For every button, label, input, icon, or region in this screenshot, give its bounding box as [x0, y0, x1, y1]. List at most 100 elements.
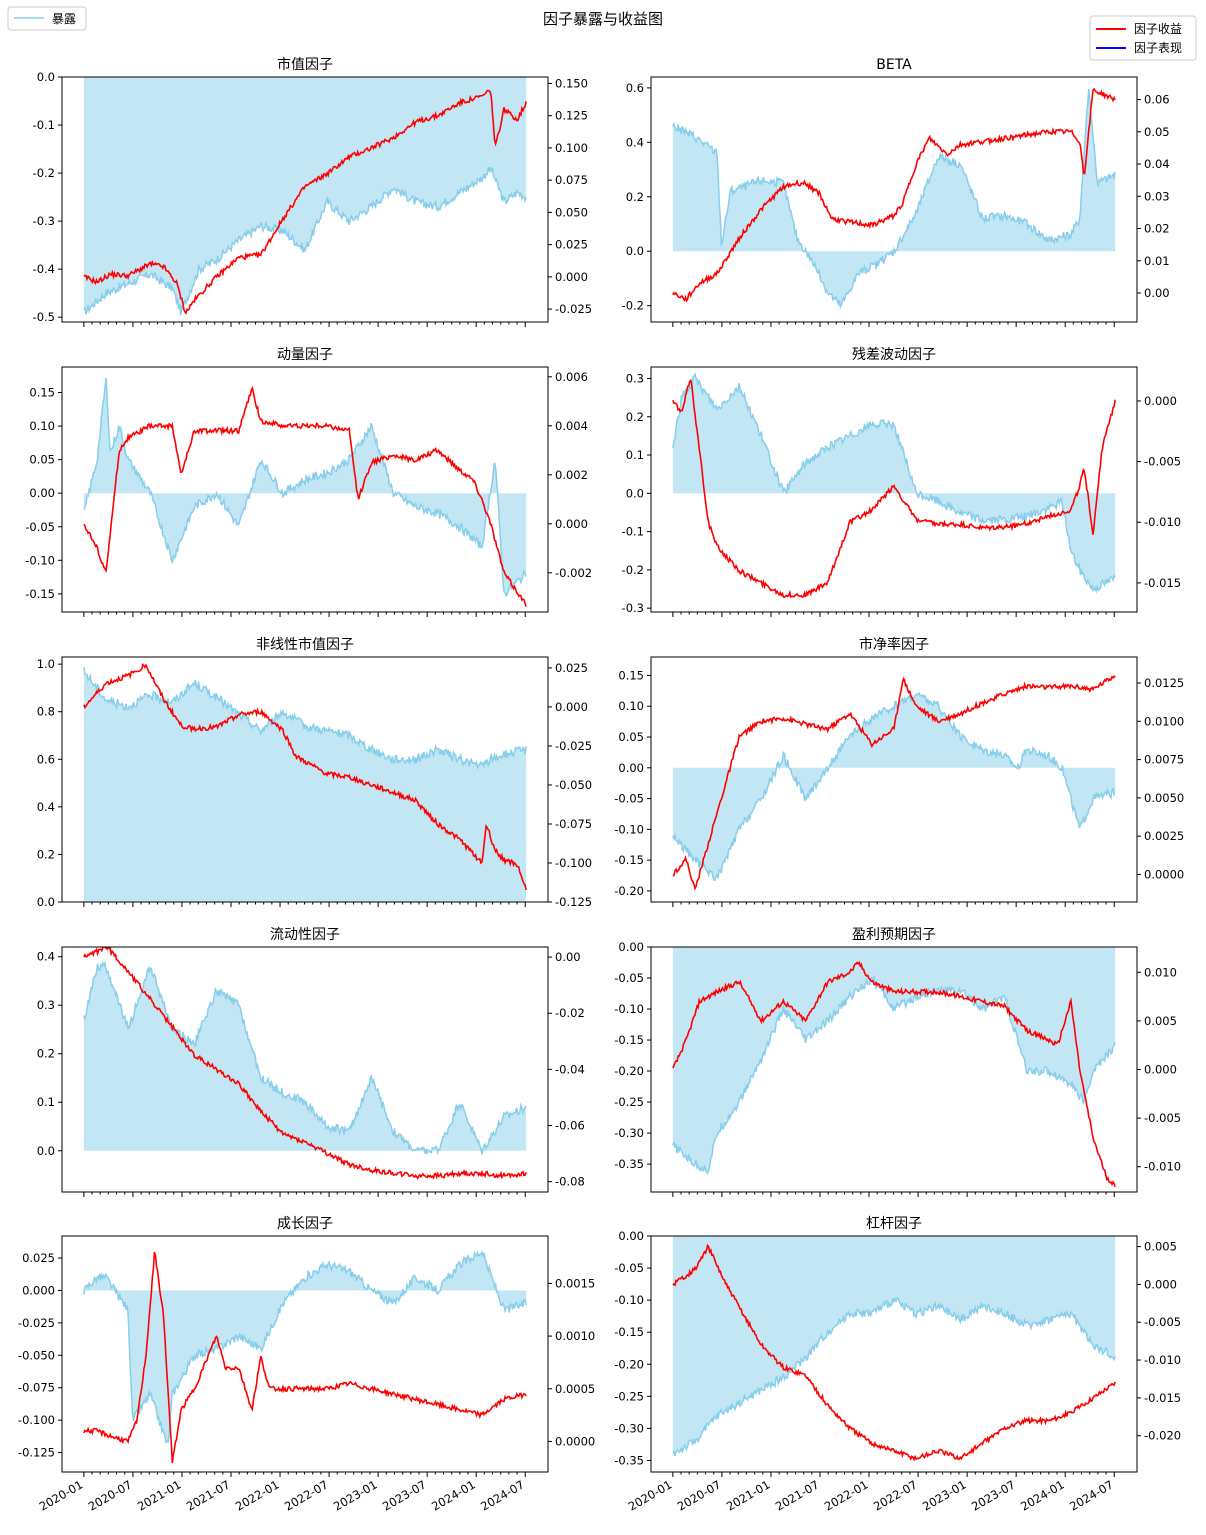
y-tick-label: -0.2	[622, 563, 644, 577]
y2-tick-label: 0.05	[1144, 125, 1170, 139]
y-tick-label: 0.15	[29, 386, 55, 400]
figure-title: 因子暴露与收益图	[543, 10, 663, 28]
y-tick-label: -0.20	[614, 1064, 644, 1078]
y-tick-label: 0.2	[37, 847, 55, 861]
subplot-title: 动量因子	[277, 347, 333, 363]
y-tick-label: -0.075	[18, 1381, 55, 1395]
y-tick-label: 0.000	[22, 1283, 55, 1297]
y2-tick-label: -0.005	[1144, 1111, 1181, 1125]
exposure-line	[672, 691, 1116, 881]
subplot-title: 流动性因子	[270, 927, 340, 943]
subplot-3: 动量因子 0.15 0.10 0.05 0.00 -0.05 -0.10 -0.15 0.006…	[25, 347, 592, 617]
y2-tick-label: 0.100	[555, 141, 588, 155]
y2-tick-label: 0.025	[555, 238, 588, 252]
exposure-line	[672, 974, 1116, 1175]
y-tick-label: -0.35	[614, 1157, 644, 1171]
exposure-line	[83, 377, 527, 598]
y-tick-label: -0.05	[614, 971, 644, 985]
y2-tick-label: -0.010	[1144, 515, 1181, 529]
y2-tick-label: 0.04	[1144, 157, 1170, 171]
y-tick-label: -0.3	[622, 601, 644, 615]
y-tick-label: -0.100	[18, 1413, 55, 1427]
y2-tick-label: 0.06	[1144, 93, 1170, 107]
factor-return-line	[672, 1243, 1116, 1462]
y-tick-label: 0.2	[626, 410, 644, 424]
y-tick-label: 0.4	[37, 800, 55, 814]
exposure-area	[83, 378, 527, 596]
subplot-title: BETA	[876, 57, 912, 73]
y2-tick-label: -0.050	[555, 778, 592, 792]
y-tick-label: -0.15	[614, 1033, 644, 1047]
y-tick-label: 0.025	[22, 1251, 55, 1265]
y2-tick-label: -0.08	[555, 1175, 585, 1189]
y2-tick-label: -0.002	[555, 566, 592, 580]
y2-tick-label: -0.015	[1144, 576, 1181, 590]
exposure-line	[83, 667, 527, 770]
y-tick-label: -0.4	[33, 262, 55, 276]
factor-return-line	[83, 1251, 527, 1464]
factor-return-line	[672, 87, 1116, 303]
exposure-line	[672, 1296, 1116, 1456]
exposure-area	[83, 77, 527, 316]
y2-tick-label: 0.0100	[1144, 714, 1184, 728]
y2-tick-label: 0.000	[1144, 1277, 1177, 1291]
y2-tick-label: 0.000	[555, 700, 588, 714]
y-tick-label: 0.4	[37, 950, 55, 964]
y2-tick-label: -0.075	[555, 817, 592, 831]
y2-tick-label: 0.005	[1144, 1014, 1177, 1028]
y-tick-label: 0.3	[37, 998, 55, 1012]
exposure-line	[672, 372, 1116, 594]
y-tick-label: 0.15	[618, 668, 644, 682]
y-tick-label: -0.125	[18, 1446, 55, 1460]
y-tick-label: -0.10	[614, 822, 644, 836]
y-tick-label: -0.05	[25, 520, 55, 534]
y-tick-label: 0.2	[37, 1047, 55, 1061]
legend-exposure-label: 暴露	[52, 12, 76, 26]
y2-tick-label: 0.006	[555, 370, 588, 384]
factor-return-line	[83, 385, 527, 607]
subplot-6: 市净率因子 0.15 0.10 0.05 0.00 -0.05 -0.10 -0.15 -0.2…	[614, 636, 1184, 907]
y-tick-label: 0.00	[618, 761, 644, 775]
y2-tick-label: 0.02	[1144, 222, 1170, 236]
y2-tick-label: 0.000	[1144, 394, 1177, 408]
exposure-area	[83, 1252, 527, 1443]
y2-tick-label: 0.000	[555, 517, 588, 531]
y-tick-label: 0.3	[626, 371, 644, 385]
subplot-title: 非线性市值因子	[256, 636, 354, 653]
y2-tick-label: -0.015	[1144, 1391, 1181, 1405]
y-tick-label: 0.00	[618, 1229, 644, 1243]
y2-tick-label: 0.0125	[1144, 676, 1184, 690]
subplot-8: 盈利预期因子 0.00 -0.05 -0.10 -0.15 -0.20 -0.25 -0.30…	[614, 927, 1181, 1197]
y-tick-label: 0.1	[626, 448, 644, 462]
y-tick-label: -0.30	[614, 1126, 644, 1140]
y-tick-label: -0.05	[614, 792, 644, 806]
y-tick-label: 0.00	[29, 486, 55, 500]
y-tick-label: -0.050	[18, 1348, 55, 1362]
y-tick-label: -0.3	[33, 214, 55, 228]
y-tick-label: 0.10	[29, 419, 55, 433]
y-tick-label: -0.1	[33, 118, 55, 132]
y2-tick-label: 0.0010	[555, 1329, 595, 1343]
subplot-title: 杠杆因子	[866, 1216, 922, 1232]
y2-tick-label: -0.005	[1144, 1315, 1181, 1329]
y-tick-label: 0.4	[626, 135, 644, 149]
y2-tick-label: -0.100	[555, 856, 592, 870]
subplot-2: BETA 0.6 0.4 0.2 0.0 -0.2 0.06 0.05 0.04 0.03 0.02…	[622, 57, 1170, 327]
y2-tick-label: -0.025	[555, 302, 592, 316]
subplot-title: 残差波动因子	[852, 347, 936, 363]
subplot-title: 成长因子	[277, 1216, 333, 1232]
y-tick-label: 0.0	[37, 895, 55, 909]
exposure-area	[83, 963, 527, 1155]
y2-tick-label: 0.01	[1144, 254, 1170, 268]
y2-tick-label: -0.04	[555, 1062, 585, 1076]
y2-tick-label: -0.005	[1144, 455, 1181, 469]
y-tick-label: 0.2	[626, 190, 644, 204]
legend-factor-return-label: 因子收益	[1134, 22, 1182, 36]
exposure-line	[83, 1249, 527, 1445]
y2-tick-label: -0.010	[1144, 1353, 1181, 1367]
exposure-area	[672, 947, 1116, 1174]
y2-tick-label: 0.0000	[1144, 867, 1184, 881]
y2-tick-label: 0.0005	[555, 1382, 595, 1396]
y2-tick-label: 0.03	[1144, 189, 1170, 203]
